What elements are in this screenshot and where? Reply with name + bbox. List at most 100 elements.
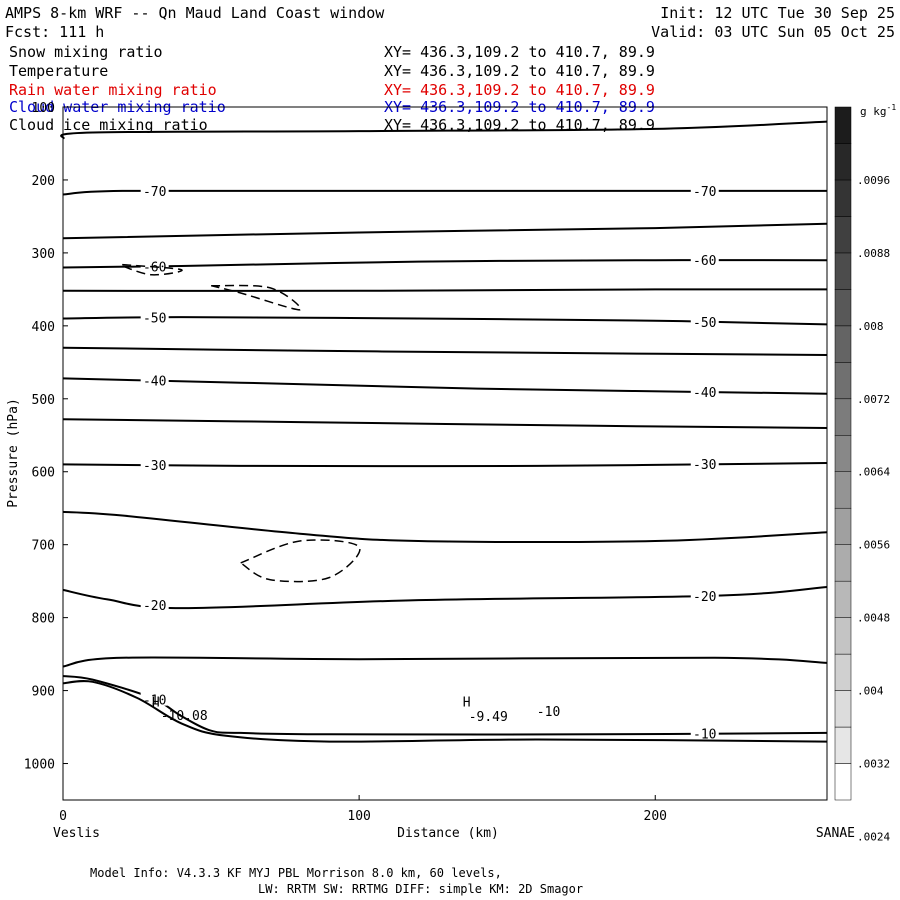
- contour-label: -50: [143, 311, 166, 326]
- rain-water-contour: [210, 284, 302, 311]
- x-tick-label: 100: [347, 809, 370, 824]
- y-tick-label: 100: [32, 101, 55, 116]
- colorbar-label: .0056: [857, 539, 890, 552]
- plot-frame: [62, 106, 828, 801]
- contour-label: -20: [693, 590, 716, 605]
- temperature-contour: [62, 418, 828, 429]
- colorbar-swatch: [834, 763, 852, 801]
- contour-label-bg: [140, 457, 169, 472]
- y-tick-label: 700: [32, 539, 55, 554]
- colorbar-swatch: [834, 289, 852, 327]
- colorbar-label: .004: [857, 685, 884, 698]
- y-tick-label: 600: [32, 466, 55, 481]
- colorbar-swatch: [834, 726, 852, 764]
- colorbar-label: .0072: [857, 393, 890, 406]
- contour-label-bg: [140, 182, 169, 197]
- contour-label-bg: [690, 182, 719, 197]
- contour-label-bg: [690, 313, 719, 328]
- extremum-annotation: -9.49: [469, 710, 508, 725]
- colorbar-swatch: [834, 179, 852, 217]
- y-tick-label: 900: [32, 685, 55, 700]
- temperature-contour: [62, 679, 828, 743]
- temperature-contour: [62, 288, 828, 292]
- y-tick-label: 400: [32, 320, 55, 335]
- physics-info: LW: RRTM SW: RRTMG DIFF: simple KM: 2D S…: [258, 882, 583, 896]
- x-tick-label: 200: [644, 809, 667, 824]
- y-tick-label: 1000: [24, 758, 55, 773]
- field-name: Rain water mixing ratio: [9, 81, 217, 99]
- contour-label-bg: [140, 258, 169, 273]
- contour-label: -40: [143, 375, 166, 390]
- x-axis-title: Distance (km): [397, 826, 499, 841]
- right-endpoint-label: SANAE: [816, 826, 855, 841]
- axes: 100 200 300 400 500 600 700 800 900 1000 0 100 200: [24, 101, 667, 824]
- field-xy: XY= 436.3,109.2 to 410.7, 89.9: [384, 62, 655, 80]
- colorbar-swatch: [834, 325, 852, 363]
- left-endpoint-label: Veslis: [53, 826, 100, 841]
- contour-label: -60: [693, 254, 716, 269]
- colorbar-swatch: [834, 690, 852, 728]
- colorbar-swatch: [834, 617, 852, 655]
- contour-label-bg: [690, 456, 719, 471]
- contour-layer: -70 -70 -60 -60 -50 -50 -40 -40 -30 -30 -20 -20 -10 -…: [60, 120, 828, 743]
- contour-label-bg: [140, 309, 169, 324]
- colorbar-swatch: [834, 435, 852, 472]
- contour-label: -50: [693, 316, 716, 331]
- x-tick-label: 0: [59, 809, 67, 824]
- contour-label: -60: [143, 260, 166, 275]
- y-tick-label: 200: [32, 174, 55, 189]
- colorbar-unit: g kg-1: [860, 103, 896, 118]
- extremum-annotation: H: [463, 696, 471, 711]
- contour-label: -70: [693, 185, 716, 200]
- contour-label-bg: [690, 587, 719, 602]
- rain-water-contour: [240, 539, 361, 583]
- valid-time: Valid: 03 UTC Sun 05 Oct 25: [651, 23, 895, 41]
- temperature-contour: [62, 189, 827, 196]
- model-info: Model Info: V4.3.3 KF MYJ PBL Morrison 8…: [90, 866, 502, 880]
- contour-label: -10: [693, 728, 716, 743]
- colorbar-label: .008: [857, 320, 884, 333]
- contour-label-bg: [140, 691, 169, 706]
- contour-label: -40: [693, 386, 716, 401]
- rain-water-contour: [121, 263, 183, 276]
- colorbar-label: .0024: [857, 830, 890, 843]
- temperature-contour: [62, 346, 828, 356]
- field-xy: XY= 436.3,109.2 to 410.7, 89.9: [384, 81, 655, 99]
- init-time: Init: 12 UTC Tue 30 Sep 25: [660, 4, 895, 22]
- colorbar-swatch: [834, 653, 852, 691]
- field-name: Cloud ice mixing ratio: [9, 116, 208, 134]
- contour-label: -30: [143, 459, 166, 474]
- temperature-contour: [60, 120, 828, 140]
- colorbar-label: .0032: [857, 758, 890, 771]
- contour-label-bg: [690, 725, 719, 740]
- contour-label-bg: [690, 252, 719, 267]
- colorbar: .0096 .0088 .008 .0072 .0064 .0056 .0048 .004 .0…: [834, 106, 890, 843]
- field-xy: XY= 436.3,109.2 to 410.7, 89.9: [384, 43, 655, 61]
- colorbar-label: .0088: [857, 247, 890, 260]
- colorbar-unit-exp: -1: [887, 103, 897, 112]
- forecast-hour: Fcst: 111 h: [5, 23, 104, 41]
- temperature-contour: [62, 510, 828, 544]
- contour-label: -20: [143, 599, 166, 614]
- y-tick-label: 300: [32, 247, 55, 262]
- contour-label-bg: [690, 383, 719, 398]
- colorbar-swatch: [834, 580, 852, 618]
- temperature-contour: [62, 656, 828, 668]
- field-name: Temperature: [9, 62, 108, 80]
- y-tick-label: 800: [32, 612, 55, 627]
- colorbar-label: .0096: [857, 174, 890, 187]
- extremum-annotation: -10.08: [161, 709, 208, 724]
- colorbar-swatch: [834, 471, 852, 509]
- extremum-annotation: H: [152, 696, 160, 711]
- extremum-annotation: -10: [537, 705, 560, 720]
- chart-title: AMPS 8-km WRF -- Qn Maud Land Coast wind…: [5, 4, 385, 22]
- contour-label-bg: [140, 372, 169, 387]
- y-axis-title: Pressure (hPa): [6, 398, 21, 508]
- contour-label-bg: [140, 596, 169, 611]
- colorbar-swatch: [834, 252, 852, 290]
- y-tick-label: 500: [32, 393, 55, 408]
- colorbar-swatch: [834, 362, 852, 400]
- contour-label: -30: [693, 458, 716, 473]
- colorbar-label: .0064: [857, 466, 890, 479]
